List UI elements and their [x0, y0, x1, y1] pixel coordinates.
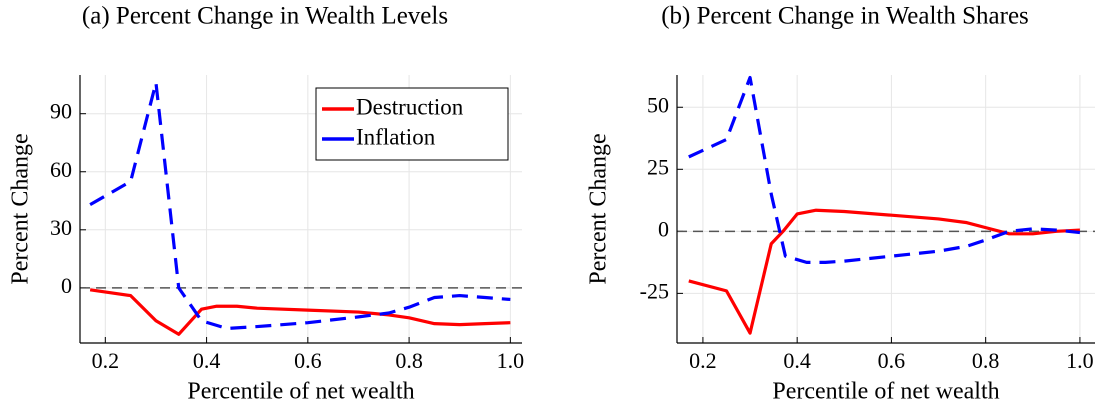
legend-label: Destruction	[356, 94, 464, 119]
x-tick-label: 0.8	[972, 348, 1000, 373]
legend-box	[315, 87, 509, 161]
y-tick-label: 0	[61, 273, 72, 298]
data-line	[89, 288, 511, 336]
x-tick-label: 1.0	[1066, 348, 1094, 373]
x-tick-label: 0.2	[92, 348, 120, 373]
x-tick-label: 1.0	[497, 348, 525, 373]
x-tick-label: 0.6	[878, 348, 906, 373]
x-tick-label: 0.4	[783, 348, 811, 373]
x-tick-label: 0.4	[193, 348, 221, 373]
x-tick-label: 0.6	[294, 348, 322, 373]
data-line	[688, 208, 1081, 335]
y-axis-label: Percent Change	[8, 133, 34, 284]
y-tick-label: 60	[50, 157, 72, 182]
y-tick-label: 30	[50, 215, 72, 240]
x-axis-label: Percentile of net wealth	[772, 379, 999, 405]
chart-title: (b) Percent Change in Wealth Shares	[661, 3, 1029, 30]
legend-label: Inflation	[356, 124, 436, 149]
y-axis-label: Percent Change	[586, 133, 612, 284]
y-tick-label: 90	[50, 99, 72, 124]
y-tick-label: 25	[647, 154, 669, 179]
x-axis-label: Percentile of net wealth	[187, 379, 414, 405]
data-line	[688, 75, 1081, 264]
y-tick-label: -25	[640, 278, 669, 303]
x-tick-label: 0.2	[689, 348, 717, 373]
y-tick-label: 50	[647, 92, 669, 117]
chart-title: (a) Percent Change in Wealth Levels	[82, 3, 448, 30]
data-line	[89, 81, 511, 331]
x-tick-label: 0.8	[395, 348, 423, 373]
y-tick-label: 0	[658, 216, 669, 241]
